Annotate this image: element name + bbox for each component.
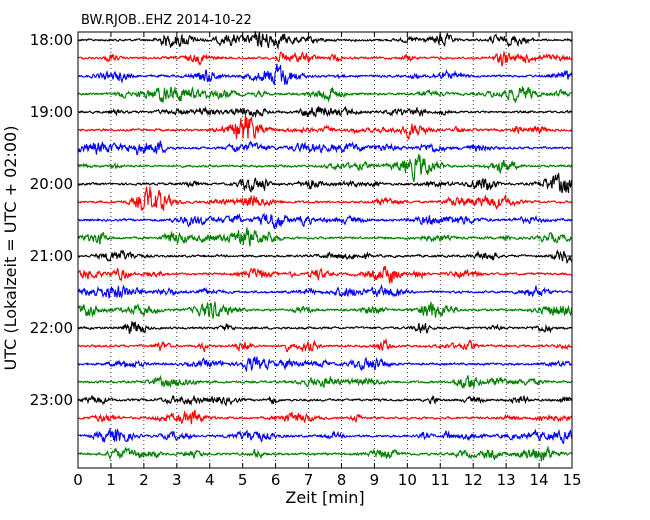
y-tick-label: 21:00	[30, 247, 73, 265]
trace-1800	[77, 31, 573, 51]
trace-2145	[77, 301, 573, 319]
trace-1815	[77, 50, 573, 67]
y-tick-label: 19:00	[30, 103, 73, 121]
x-tick-label: 9	[370, 471, 380, 489]
trace-1930	[77, 140, 573, 156]
trace-2215	[77, 337, 573, 353]
trace-2345	[77, 445, 573, 462]
x-tick-label: 15	[562, 471, 581, 489]
x-tick-label: 2	[139, 471, 149, 489]
y-axis-label: UTC (Lokalzeit = UTC + 02:00)	[1, 126, 20, 371]
chart-title: BW.RJOB..EHZ 2014-10-22	[81, 13, 252, 28]
x-tick-labels: 0 1 2 3 4 5 6 7 8 9 10 11 12 13 14 15	[73, 471, 581, 489]
x-tick-label: 1	[106, 471, 116, 489]
axis-ticks	[77, 32, 573, 468]
plot-frame	[77, 31, 573, 469]
trace-2000	[77, 172, 573, 194]
trace-1845	[77, 86, 573, 104]
x-tick-label: 10	[398, 471, 417, 489]
trace-2100	[77, 249, 573, 264]
trace-2115	[77, 265, 573, 284]
y-tick-label: 18:00	[30, 31, 73, 49]
trace-2200	[77, 320, 573, 335]
y-tick-label: 22:00	[30, 319, 73, 337]
x-tick-label: 13	[497, 471, 516, 489]
trace-2330	[77, 428, 573, 445]
x-tick-label: 7	[304, 471, 314, 489]
x-tick-label: 0	[73, 471, 83, 489]
x-tick-label: 3	[172, 471, 182, 489]
seismic-traces	[77, 31, 573, 462]
x-tick-label: 6	[271, 471, 281, 489]
trace-2045	[77, 227, 573, 247]
trace-2315	[77, 409, 573, 425]
trace-1915	[77, 114, 573, 140]
trace-2130	[77, 283, 573, 299]
x-tick-label: 14	[530, 471, 549, 489]
trace-1945	[77, 153, 573, 183]
vertical-grid	[110, 32, 540, 468]
y-tick-labels: 18:00 19:00 20:00 21:00 22:00 23:00	[30, 31, 73, 409]
trace-1900	[77, 106, 573, 118]
x-tick-label: 11	[431, 471, 450, 489]
x-tick-label: 12	[464, 471, 483, 489]
trace-2030	[77, 212, 573, 230]
x-axis-label: Zeit [min]	[285, 488, 364, 507]
trace-2015	[77, 186, 573, 211]
y-tick-label: 23:00	[30, 391, 73, 409]
trace-2230	[77, 355, 573, 372]
y-tick-label: 20:00	[30, 175, 73, 193]
trace-1830	[77, 63, 573, 85]
trace-2245	[77, 374, 573, 389]
x-tick-label: 4	[205, 471, 215, 489]
x-tick-label: 5	[238, 471, 248, 489]
trace-2300	[77, 394, 573, 407]
x-tick-label: 8	[337, 471, 347, 489]
